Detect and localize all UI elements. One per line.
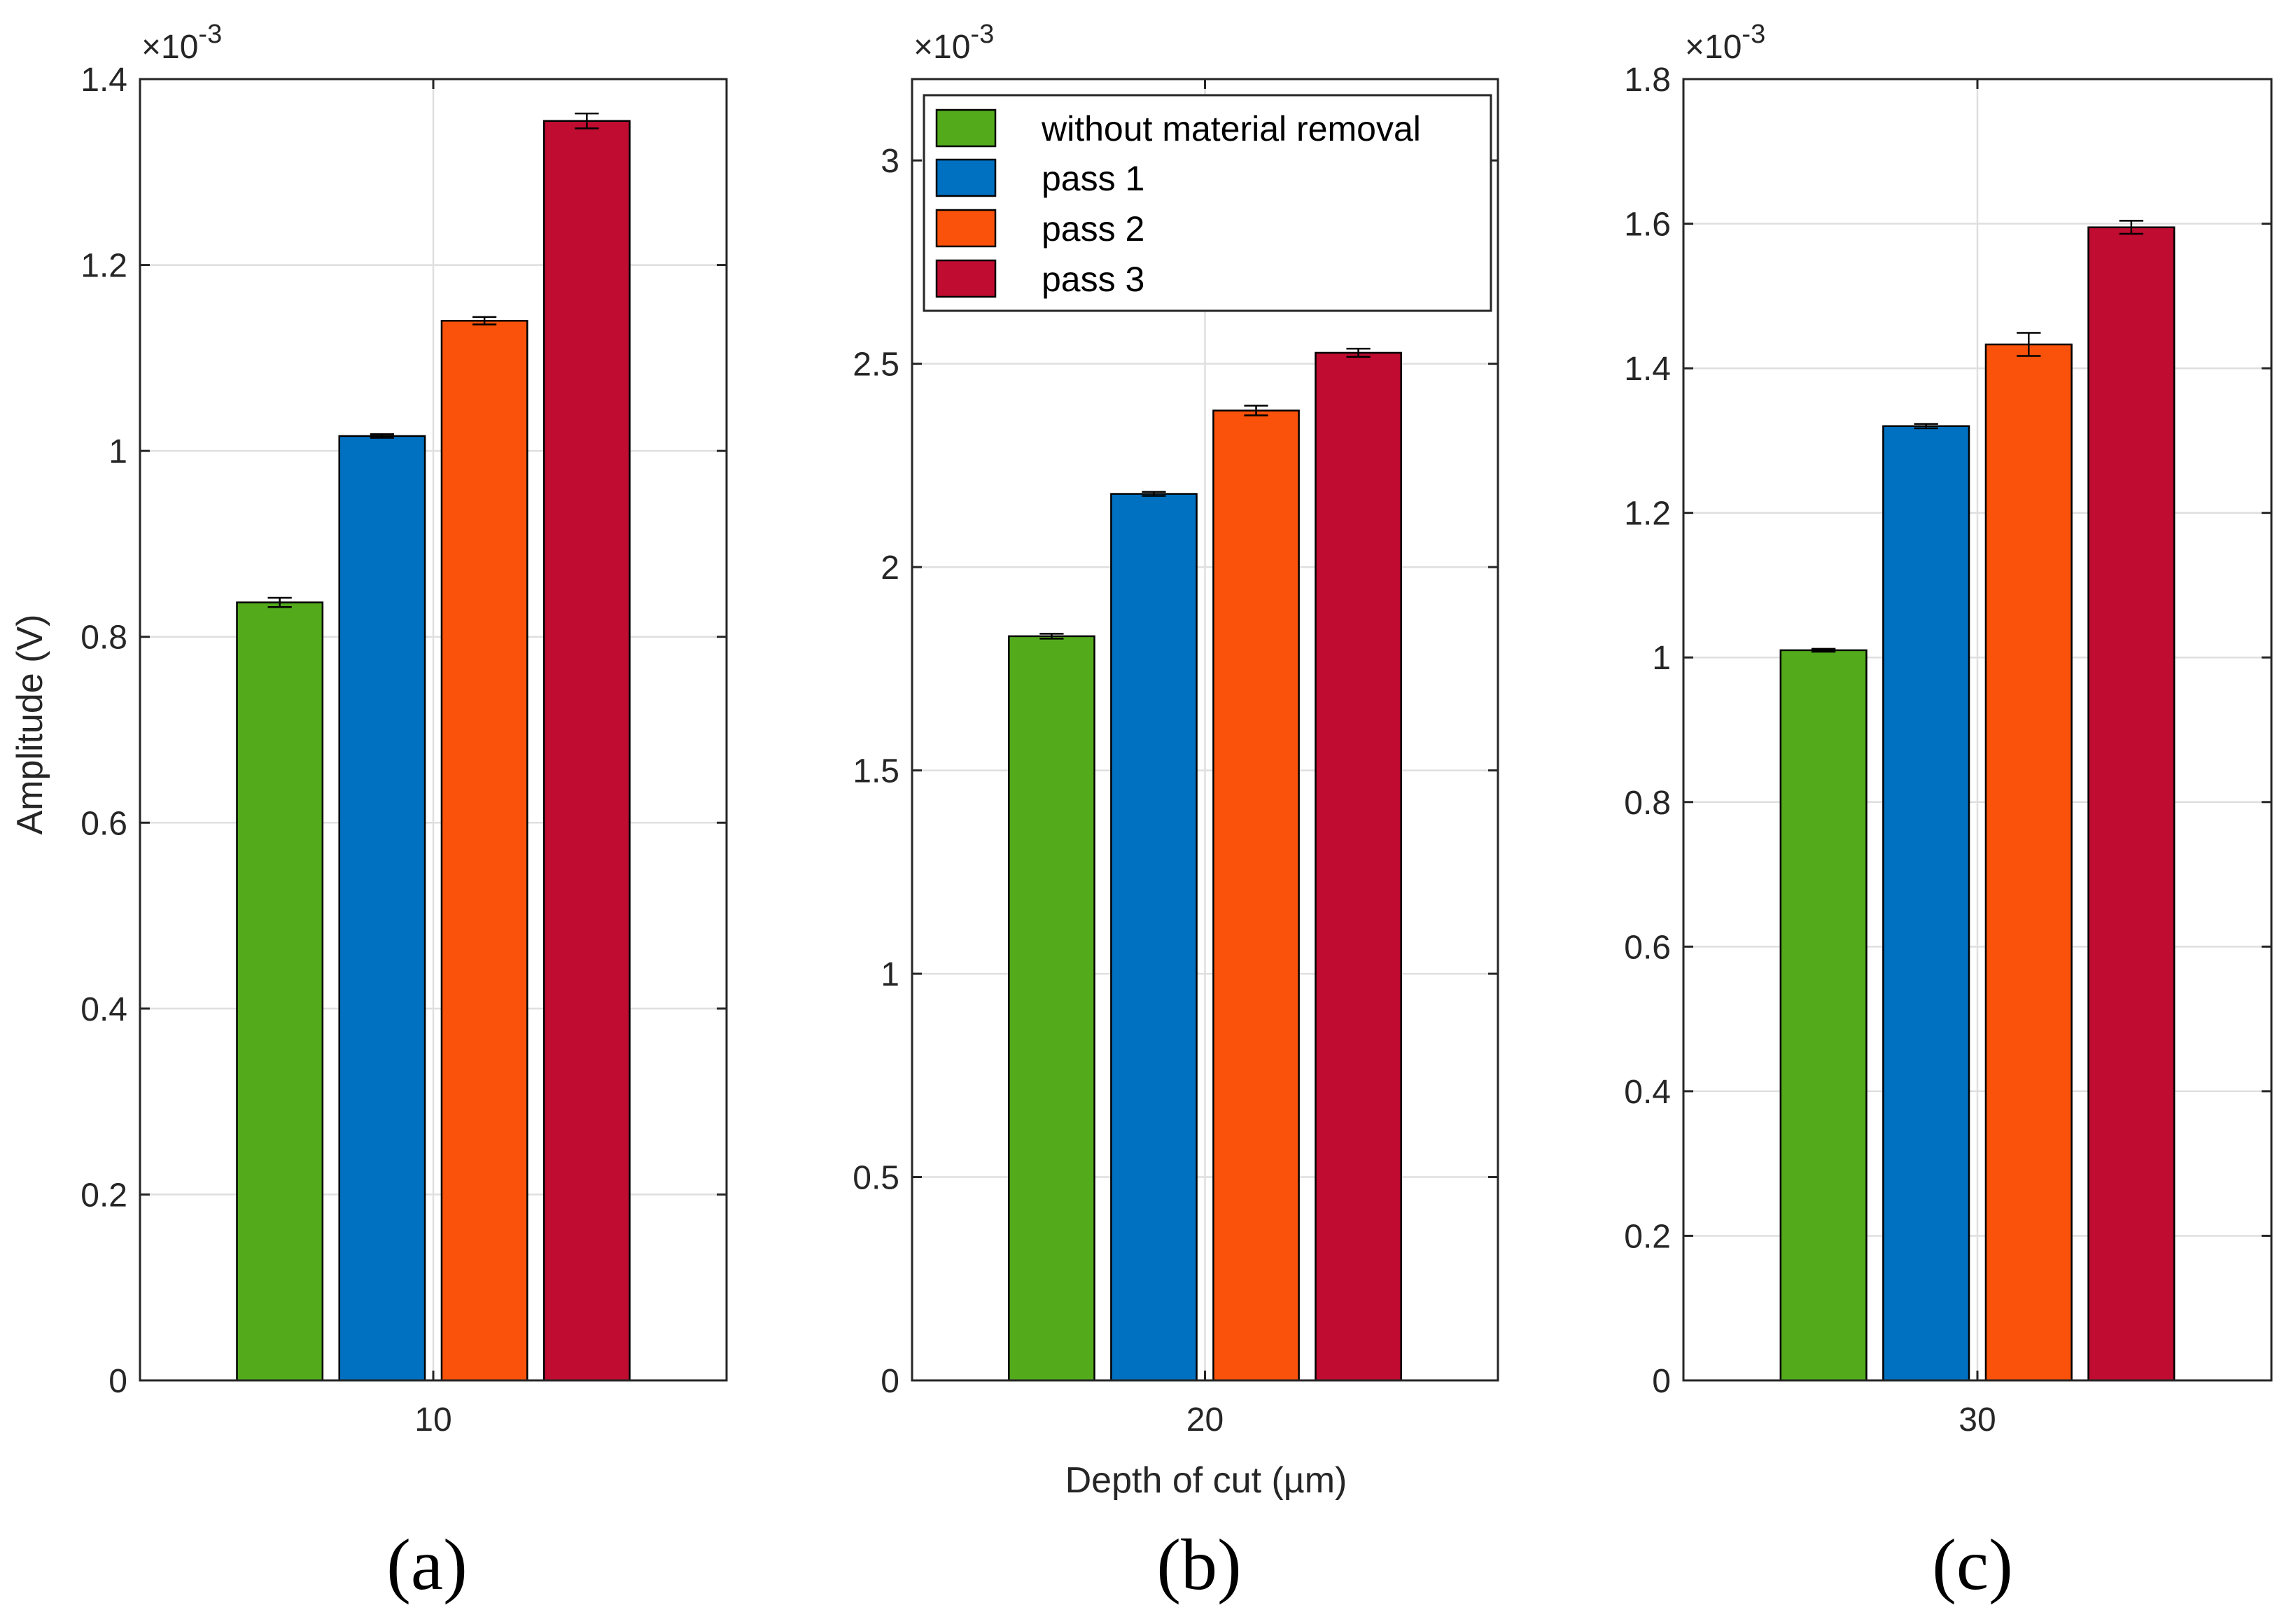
y-multiplier-exponent: -3 — [970, 20, 994, 49]
legend-label-1: pass 1 — [1042, 159, 1144, 198]
y-tick-label: 2 — [881, 550, 899, 587]
bar-pass-2 — [1212, 410, 1300, 1382]
x-tick-label: 30 — [1959, 1401, 1996, 1438]
x-axis-label: Depth of cut (µm) — [1065, 1460, 1347, 1501]
y-tick-label: 0.4 — [80, 991, 127, 1028]
bar-without-material-removal — [236, 601, 324, 1382]
y-tick-label: 0 — [108, 1363, 127, 1400]
bar-without-material-removal — [1779, 649, 1868, 1382]
panel-label-b: (b) — [1156, 1525, 1241, 1605]
bar-pass-2 — [440, 319, 528, 1382]
bar-without-material-removal — [1008, 635, 1095, 1382]
y-tick-label: 0.4 — [1624, 1074, 1671, 1111]
legend: without material removal pass 1 pass 2 p… — [923, 94, 1492, 312]
y-tick-label: 1.2 — [80, 248, 127, 285]
panel-label-c: (c) — [1932, 1525, 2012, 1605]
y-tick-label: 1.2 — [1624, 496, 1671, 533]
y-tick-label: 0.6 — [80, 805, 127, 842]
y-axis-label: Amplitude (V) — [10, 615, 50, 835]
y-tick-label: 1.4 — [1624, 351, 1671, 388]
y-tick-label: 0.5 — [853, 1160, 899, 1197]
bar-pass-1 — [338, 435, 426, 1382]
y-tick-label: 0.6 — [1624, 929, 1671, 966]
bar-pass-2 — [1984, 343, 2073, 1382]
x-tick-label: 20 — [1186, 1401, 1224, 1438]
legend-swatch-0 — [935, 108, 997, 148]
legend-swatch-2 — [935, 209, 997, 248]
y-tick-label: 0.2 — [80, 1177, 127, 1214]
y-tick-label: 1.8 — [1624, 62, 1671, 99]
y-tick-label: 3 — [881, 143, 899, 180]
legend-box — [923, 94, 1492, 312]
legend-swatch-1 — [935, 158, 997, 197]
panel-c: 00.20.40.60.811.21.41.61.830×10-3 — [1624, 20, 2273, 1438]
bar-pass-3 — [2087, 226, 2176, 1382]
legend-label-2: pass 2 — [1042, 209, 1144, 248]
bar-pass-1 — [1882, 425, 1970, 1382]
y-tick-label: 1.5 — [853, 753, 899, 790]
y-tick-label: 2.5 — [853, 346, 899, 384]
legend-swatch-3 — [935, 259, 997, 298]
y-multiplier-exponent: -3 — [198, 20, 222, 49]
bar-pass-1 — [1110, 493, 1198, 1382]
y-multiplier-exponent: -3 — [1742, 20, 1765, 49]
y-tick-label: 1.4 — [80, 62, 127, 99]
legend-label-3: pass 3 — [1042, 260, 1144, 299]
panel-label-a: (a) — [386, 1525, 467, 1605]
y-tick-label: 0.2 — [1624, 1218, 1671, 1255]
y-tick-label: 0 — [1652, 1363, 1671, 1400]
y-tick-label: 1 — [1652, 640, 1671, 677]
x-tick-label: 10 — [414, 1401, 451, 1438]
y-tick-label: 0.8 — [80, 620, 127, 657]
bar-pass-3 — [1315, 351, 1402, 1382]
bar-pass-3 — [542, 120, 631, 1382]
y-tick-label: 0.8 — [1624, 785, 1671, 822]
panel-a: 00.20.40.60.811.21.410×10-3 — [80, 20, 728, 1438]
y-tick-label: 1 — [881, 956, 899, 993]
y-tick-label: 0 — [881, 1363, 899, 1400]
y-tick-label: 1.6 — [1624, 206, 1671, 244]
y-tick-label: 1 — [108, 433, 127, 470]
legend-label-0: without material removal — [1041, 109, 1421, 148]
